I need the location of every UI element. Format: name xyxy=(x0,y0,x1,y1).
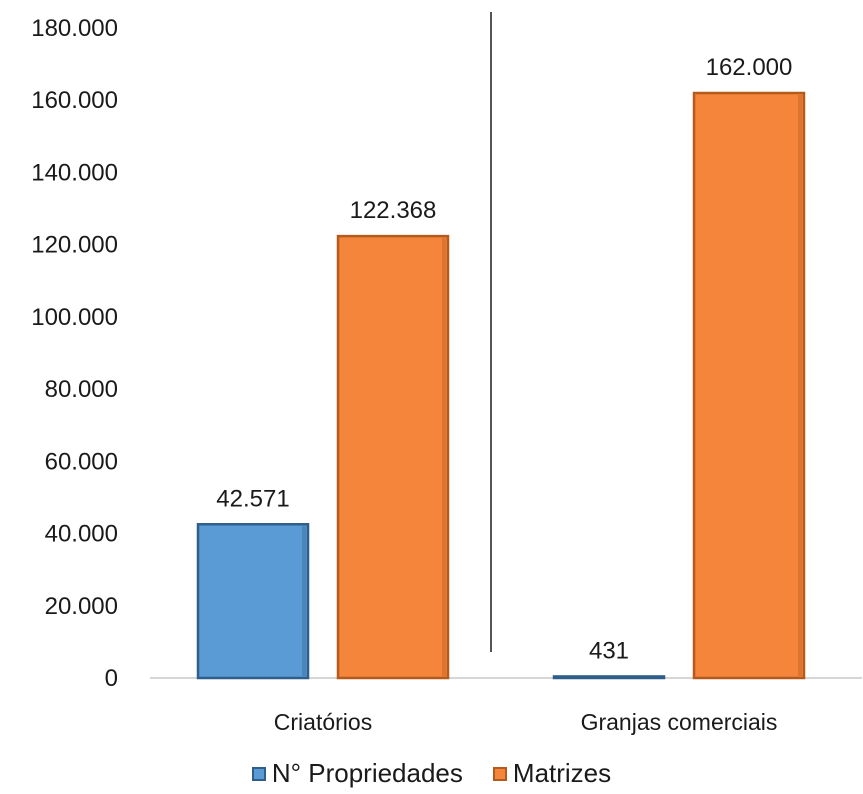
y-tick-label: 100.000 xyxy=(31,304,118,331)
bar-0-1 xyxy=(336,234,450,680)
y-tick-label: 160.000 xyxy=(31,87,118,114)
y-tick-label: 80.000 xyxy=(45,376,118,403)
category-label: Granjas comerciais xyxy=(581,709,778,735)
legend-swatch-matrizes xyxy=(492,766,507,781)
data-label: 162.000 xyxy=(706,54,793,81)
y-tick-label: 140.000 xyxy=(31,159,118,186)
legend-label-matrizes: Matrizes xyxy=(512,758,612,788)
y-tick-label: 120.000 xyxy=(31,232,118,259)
x-axis-categories: Criatórios Granjas comerciais xyxy=(274,709,778,735)
y-tick-label: 60.000 xyxy=(45,448,118,475)
bar-0-0 xyxy=(196,523,310,680)
y-tick-label: 180.000 xyxy=(31,15,118,42)
data-label: 122.368 xyxy=(350,197,437,224)
legend-swatch-propriedades xyxy=(251,766,266,781)
bars xyxy=(196,91,806,680)
bar-1-1 xyxy=(692,91,806,680)
legend: N° Propriedades Matrizes xyxy=(0,758,863,789)
category-label: Criatórios xyxy=(274,709,372,735)
bar-shade xyxy=(798,95,802,676)
data-label: 42.571 xyxy=(216,485,289,512)
bar-shade xyxy=(442,238,446,677)
data-label: 431 xyxy=(589,637,629,664)
y-tick-label: 40.000 xyxy=(45,521,118,548)
y-tick-label: 20.000 xyxy=(45,593,118,620)
y-axis: 0 20.000 40.000 60.000 80.000 100.000 120.000 1… xyxy=(31,15,118,692)
bar-shade xyxy=(302,526,306,676)
bar-1-0 xyxy=(552,675,666,680)
legend-item-matrizes: Matrizes xyxy=(492,758,612,789)
data-labels: 42.571 122.368 431 162.000 xyxy=(216,54,792,664)
y-tick-label: 0 xyxy=(105,665,118,692)
legend-label-propriedades: N° Propriedades xyxy=(271,758,463,788)
legend-item-propriedades: N° Propriedades xyxy=(251,758,463,789)
